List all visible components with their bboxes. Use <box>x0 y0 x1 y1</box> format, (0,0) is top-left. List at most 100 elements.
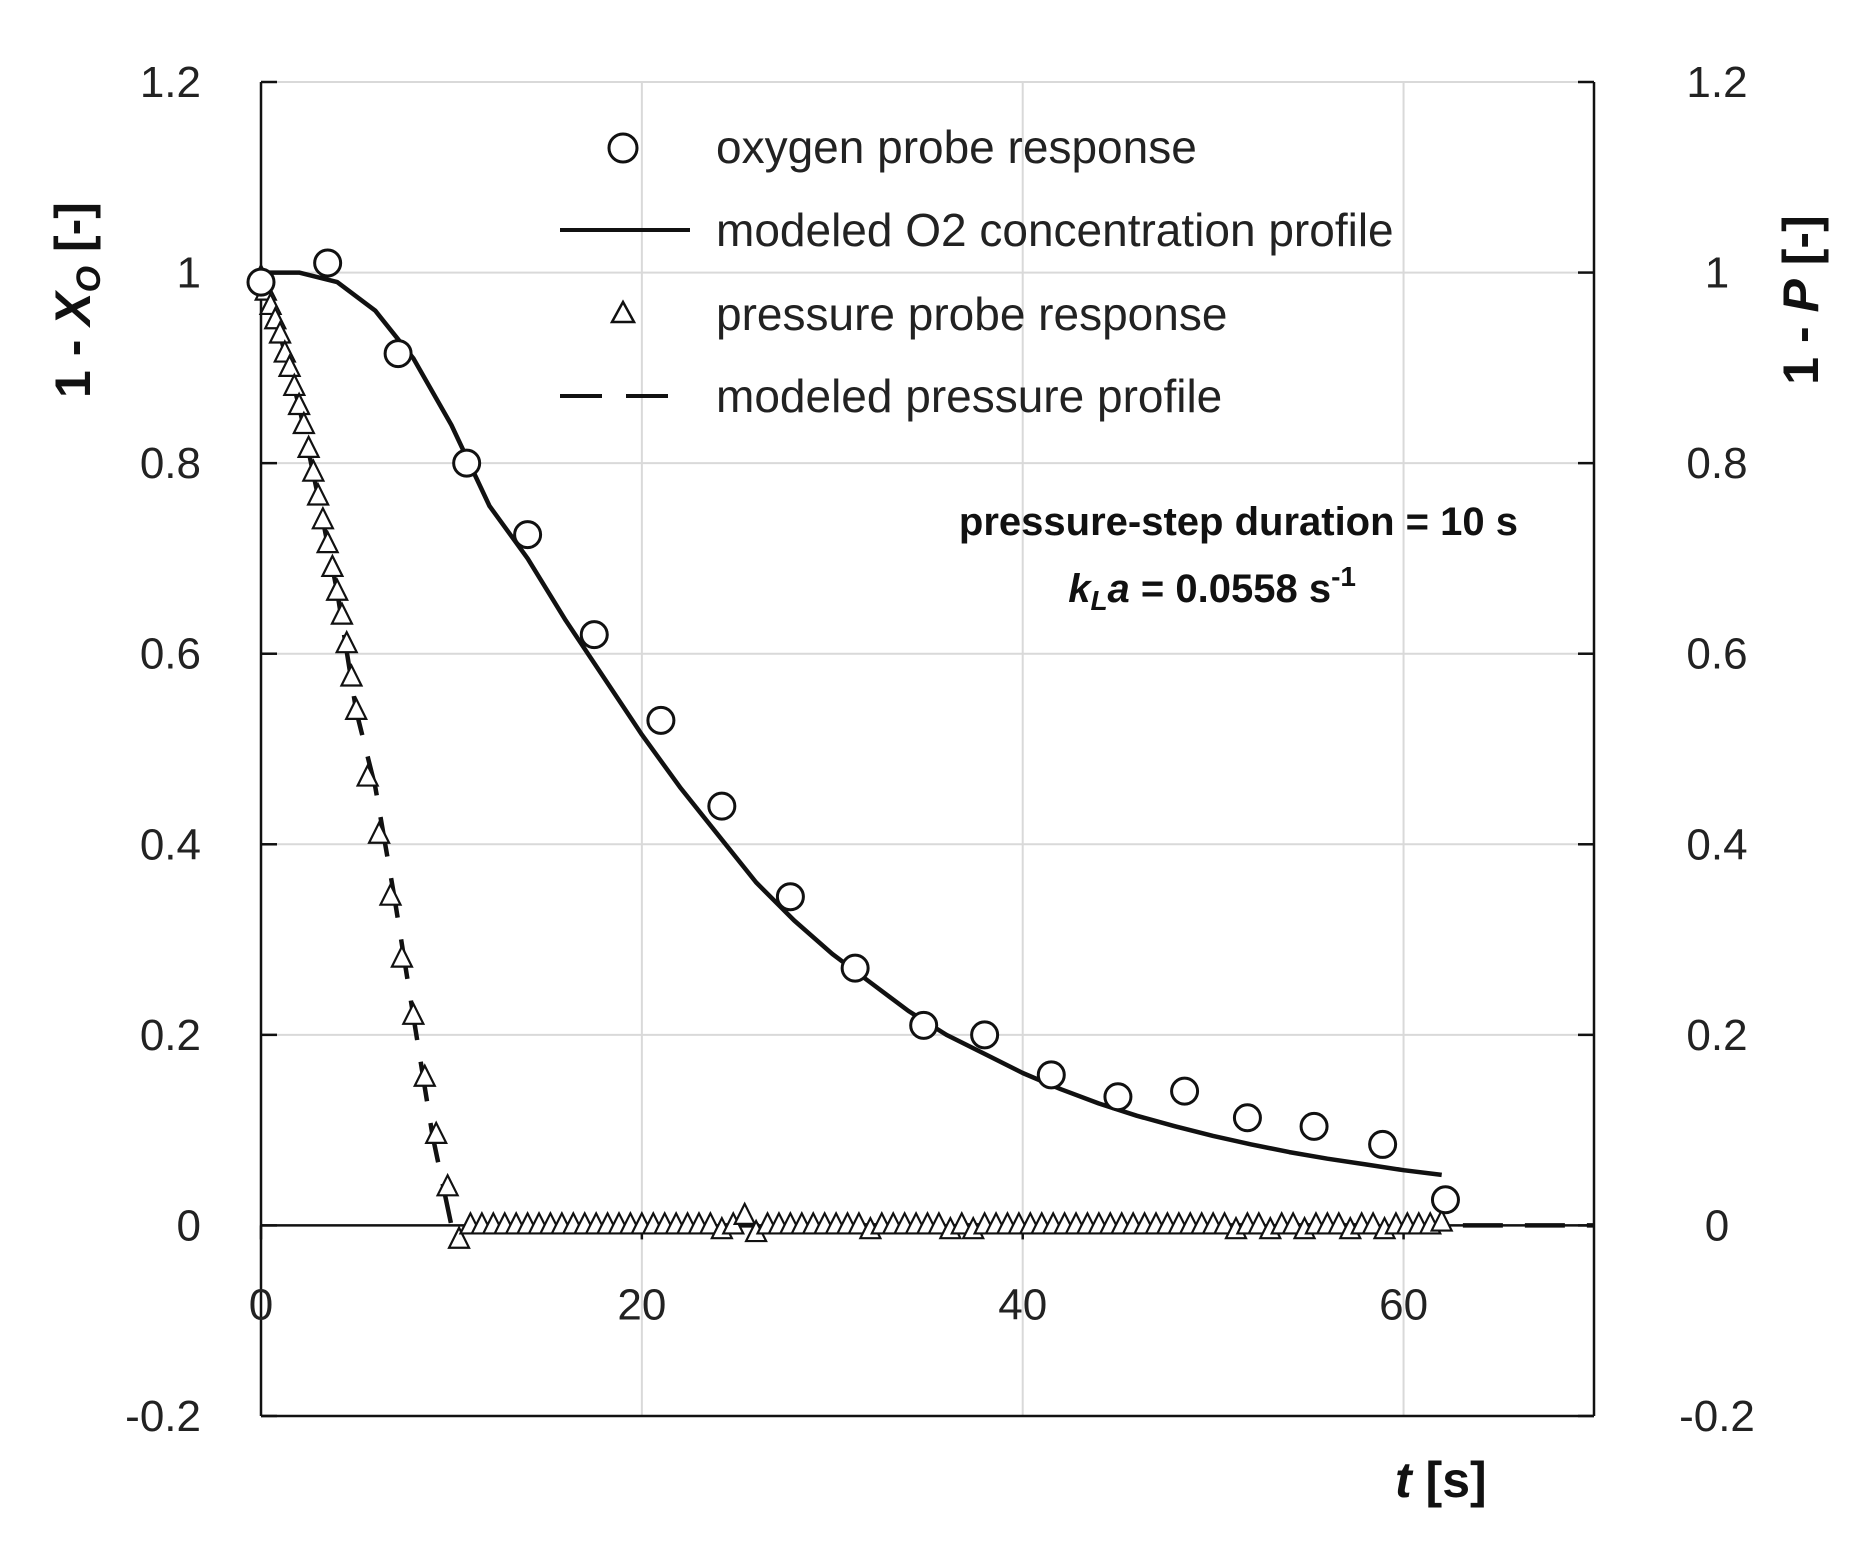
pressure-point <box>320 553 345 578</box>
pressure-point <box>424 1120 448 1145</box>
pressure-point <box>287 391 311 416</box>
x-axis-title-rest: [s] <box>1412 1452 1487 1508</box>
left-tick-label: 0.4 <box>140 820 201 869</box>
pressure-point <box>1281 1210 1305 1235</box>
left-axis-title-sub: O <box>70 266 108 292</box>
pressure-point <box>435 1172 460 1197</box>
oxygen-point <box>1430 1185 1460 1215</box>
pressure-point <box>306 482 330 506</box>
left-axis-title-italic: X <box>45 290 101 329</box>
right-axis-title-suffix: [-] <box>1773 215 1829 279</box>
gridlines <box>261 81 1594 1416</box>
right-tick-label: -0.2 <box>1679 1392 1755 1441</box>
right-tick-label: 0.8 <box>1686 439 1747 488</box>
right-axis-title-prefix: 1 - <box>1773 312 1829 384</box>
pressure-point <box>367 820 391 844</box>
pressure-point <box>447 1225 471 1249</box>
left-axis-title: 1 - XO [-] <box>45 202 108 398</box>
right-tick-label: 1.2 <box>1686 58 1747 107</box>
pressure-point <box>334 629 359 654</box>
pressure-point <box>927 1210 951 1235</box>
pressure-point <box>344 696 368 720</box>
oxygen-point <box>909 1010 939 1040</box>
x-tick-label: 40 <box>998 1280 1047 1329</box>
left-tick-label: 1 <box>177 249 201 298</box>
right-axis-title: 1 - P [-] <box>1773 215 1829 384</box>
oxygen-point <box>1232 1103 1262 1133</box>
annotation-kla-a: a <box>1108 567 1130 611</box>
right-tick-label: 0 <box>1705 1201 1729 1250</box>
pressure-point <box>301 458 326 482</box>
legend-label-pressure-probe: pressure probe response <box>716 288 1227 340</box>
left-axis-title-prefix: 1 - <box>45 326 101 398</box>
oxygen-point <box>707 791 737 821</box>
pressure-point <box>1212 1210 1237 1235</box>
legend-marker-circle <box>607 132 639 164</box>
left-tick-label: 0.2 <box>140 1011 201 1060</box>
legend: oxygen probe response modeled O2 concent… <box>560 121 1394 422</box>
legend-marker-triangle <box>609 299 637 324</box>
pressure-point <box>1327 1210 1351 1235</box>
pressure-point <box>1429 1208 1454 1232</box>
pressure-point <box>412 1063 437 1087</box>
x-axis-title: t [s] <box>1395 1452 1487 1508</box>
x-tick-label: 0 <box>249 1280 273 1329</box>
pressure-point <box>949 1210 974 1235</box>
right-tick-label: 1 <box>1705 249 1729 298</box>
oxygen-point <box>579 620 609 650</box>
pressure-point <box>296 434 321 458</box>
oxygen-point <box>840 953 870 983</box>
annotation-kla-sup: -1 <box>1331 561 1356 592</box>
annotation-kla-k: k <box>1068 567 1092 611</box>
oxygen-point <box>646 705 676 735</box>
oxygen-point <box>775 882 805 912</box>
annotation-kla-rest: = 0.0558 s <box>1130 567 1331 611</box>
annotation-kla-sub: L <box>1090 585 1107 616</box>
oxygen-point <box>246 267 276 297</box>
left-tick-label: 0.8 <box>140 439 201 488</box>
pressure-point <box>732 1201 757 1226</box>
pressure-point <box>268 320 292 344</box>
pressure-point <box>390 944 414 968</box>
pressure-point <box>282 372 307 397</box>
pressure-point <box>355 763 380 787</box>
right-tick-label: 0.2 <box>1686 1011 1747 1060</box>
oxygen-point <box>970 1020 1000 1050</box>
oxygen-point <box>452 448 482 478</box>
pressure-point <box>330 601 354 625</box>
pressure-point <box>311 505 335 530</box>
x-axis-title-italic: t <box>1395 1452 1414 1508</box>
oxygen-point <box>1368 1129 1398 1159</box>
legend-label-oxygen-probe: oxygen probe response <box>716 121 1197 173</box>
legend-label-modeled-pressure: modeled pressure profile <box>716 370 1222 422</box>
x-tick-label: 60 <box>1379 1280 1428 1329</box>
tick-labels: -0.2 -0.20 00.2 0.20.4 0.40.6 0.60.8 0.81 11.2 1… <box>125 58 1755 1441</box>
left-axis-title-suffix: [-] <box>45 202 101 266</box>
oxygen-point <box>513 520 543 550</box>
oxygen-point <box>383 339 413 369</box>
oxygen-point <box>1170 1076 1200 1106</box>
x-tick-label: 20 <box>617 1280 666 1329</box>
oxygen-point <box>1103 1082 1133 1112</box>
pressure-point <box>401 1001 426 1025</box>
pressure-point <box>847 1210 871 1235</box>
pressure-point <box>315 529 340 554</box>
legend-label-modeled-o2: modeled O2 concentration profile <box>716 204 1394 256</box>
series-layer <box>246 248 1594 1249</box>
right-tick-label: 0.6 <box>1686 630 1747 679</box>
annotation-step-duration: pressure-step duration = 10 s <box>959 500 1518 544</box>
oxygen-point <box>1036 1060 1066 1090</box>
pressure-point <box>1361 1210 1385 1235</box>
left-tick-label: 0.6 <box>140 630 201 679</box>
oxygen-point <box>1299 1111 1329 1141</box>
left-tick-label: -0.2 <box>125 1392 201 1441</box>
right-axis-title-italic: P <box>1773 278 1829 312</box>
pressure-point <box>378 882 403 906</box>
left-tick-label: 1.2 <box>140 58 201 107</box>
oxygen-point <box>313 248 343 278</box>
pressure-point <box>277 353 302 377</box>
annotation-kla: kLa = 0.0558 s-1 <box>1068 561 1356 616</box>
pressure-point <box>292 410 316 435</box>
